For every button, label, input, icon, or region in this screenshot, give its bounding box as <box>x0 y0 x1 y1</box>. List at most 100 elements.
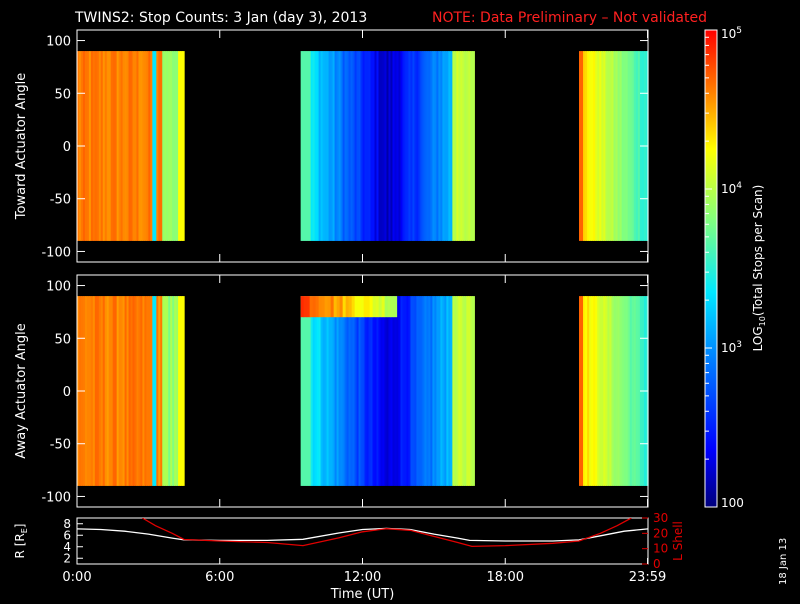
heatmap-column <box>362 296 366 486</box>
heatmap-column <box>372 51 376 241</box>
heatmap-column <box>330 51 334 241</box>
heatmap-column <box>386 51 390 241</box>
y-tick-label-right: 20 <box>653 526 668 540</box>
heatmap-column <box>130 51 134 241</box>
heatmap-column <box>450 51 453 241</box>
heatmap-column <box>322 51 326 241</box>
y-tick-label: 50 <box>54 87 71 102</box>
heatmap-column <box>633 51 637 241</box>
heatmap-column <box>178 51 181 241</box>
heatmap-column <box>98 296 102 486</box>
heatmap-column <box>464 296 467 486</box>
heatmap-column <box>172 296 175 486</box>
hot-band-cell <box>315 296 320 318</box>
heatmap-column <box>334 296 338 486</box>
heatmap-column <box>448 296 451 486</box>
heatmap-column <box>436 51 439 241</box>
heatmap-column <box>102 296 106 486</box>
heatmap-column <box>412 51 416 241</box>
y-tick-label: 4 <box>63 540 71 554</box>
heatmap-column <box>410 296 414 486</box>
heatmap-column <box>398 296 402 486</box>
hot-band-cell <box>327 296 332 318</box>
heatmap-column <box>114 51 118 241</box>
hot-band-cell <box>366 296 371 318</box>
heatmap-column <box>440 51 443 241</box>
heatmap-column <box>408 51 412 241</box>
heatmap-column <box>360 296 364 486</box>
heatmap-column <box>432 51 435 241</box>
heatmap-column <box>466 296 469 486</box>
hot-band-cell <box>390 296 395 318</box>
heatmap-column <box>358 51 362 241</box>
heatmap-column <box>420 51 424 241</box>
heatmap-column <box>156 296 159 486</box>
heatmap-column <box>579 51 582 241</box>
heatmap-column <box>92 51 96 241</box>
y-tick-label: -100 <box>41 245 71 260</box>
heatmap-column <box>318 51 322 241</box>
heatmap-column <box>358 296 362 486</box>
heatmap-column <box>374 51 378 241</box>
heatmap-column <box>444 296 447 486</box>
y-tick-label-right: 10 <box>653 542 668 556</box>
heatmap-column <box>340 296 344 486</box>
heatmap-column <box>452 296 455 486</box>
y-tick-label: 6 <box>63 528 71 542</box>
orbit-right-label: L Shell <box>671 521 685 561</box>
y-tick-label: 2 <box>63 551 71 565</box>
heatmap-column <box>110 51 114 241</box>
colorbar-tick-label: 105 <box>721 26 742 41</box>
heatmap-column <box>460 296 463 486</box>
heatmap-column <box>138 296 142 486</box>
heatmap-column <box>422 51 426 241</box>
heatmap-column <box>613 296 617 486</box>
heatmap-column <box>182 296 185 486</box>
heatmap-column <box>162 296 165 486</box>
heatmap-column <box>134 296 138 486</box>
heatmap-column <box>613 51 617 241</box>
heatmap-column <box>635 51 639 241</box>
heatmap-column <box>124 51 128 241</box>
heatmap-column <box>330 296 334 486</box>
hot-band-cell <box>372 296 377 318</box>
heatmap-block <box>579 51 649 241</box>
heatmap-column <box>126 51 130 241</box>
heatmap-block <box>77 296 185 486</box>
heatmap-column <box>352 296 356 486</box>
heatmap-column <box>310 296 314 486</box>
heatmap-column <box>468 51 471 241</box>
heatmap-column <box>605 296 609 486</box>
heatmap-column <box>635 296 639 486</box>
heatmap-column <box>434 296 437 486</box>
heatmap-column <box>625 51 629 241</box>
heatmap-column <box>581 296 584 486</box>
heatmap-column <box>611 296 615 486</box>
heatmap-block <box>300 296 475 486</box>
y-tick-label: -50 <box>50 193 71 208</box>
heatmap-column <box>390 296 394 486</box>
heatmap-column <box>118 296 122 486</box>
heatmap-column <box>631 51 635 241</box>
heatmap-column <box>388 296 392 486</box>
heatmap-column <box>466 51 469 241</box>
heatmap-column <box>112 296 116 486</box>
heatmap-column <box>142 296 146 486</box>
hot-band-cell <box>348 296 353 318</box>
heatmap-column <box>354 51 358 241</box>
hot-band-cell <box>345 296 350 318</box>
heatmap-column <box>424 51 428 241</box>
x-tick-label: 0:00 <box>62 570 91 585</box>
heatmap-column <box>591 51 594 241</box>
heatmap-column <box>426 51 430 241</box>
heatmap-column <box>170 296 173 486</box>
heatmap-column <box>340 51 344 241</box>
heatmap-column <box>160 296 163 486</box>
colorbar-tick-label: 100 <box>721 496 744 510</box>
heatmap-column <box>356 51 360 241</box>
heatmap-column <box>180 51 183 241</box>
heatmap-column <box>102 51 106 241</box>
heatmap-column <box>402 296 406 486</box>
heatmap-column <box>583 51 586 241</box>
y-tick-label: -100 <box>41 490 71 505</box>
